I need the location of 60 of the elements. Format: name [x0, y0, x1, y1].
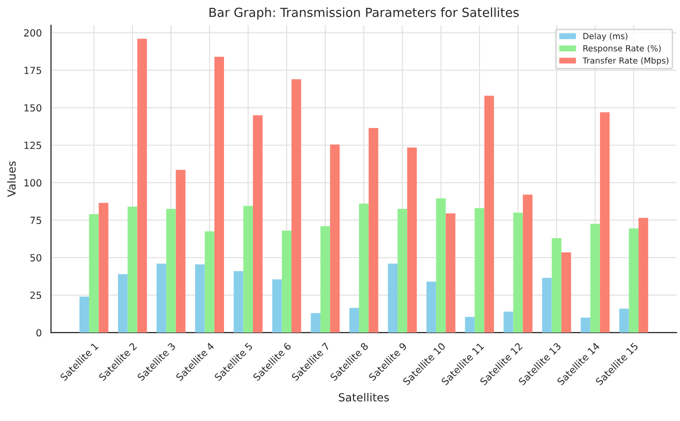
bar [118, 274, 128, 333]
legend-label: Transfer Rate (Mbps) [582, 57, 668, 66]
bar [234, 271, 244, 333]
bar [513, 212, 523, 333]
bar [600, 112, 610, 333]
bar [195, 264, 205, 333]
y-tick-label: 75 [30, 216, 42, 224]
legend-label: Delay (ms) [583, 32, 628, 41]
bar [580, 318, 590, 333]
bar [619, 308, 629, 333]
y-axis-title: Values [7, 161, 16, 197]
bar [388, 264, 398, 333]
bar [89, 214, 99, 333]
bar [552, 238, 562, 333]
bar [407, 147, 417, 333]
y-tick-label: 50 [30, 254, 42, 262]
y-tick-label: 100 [24, 179, 42, 187]
bar [282, 230, 292, 333]
bar [590, 224, 600, 333]
bar [166, 208, 176, 333]
bar [330, 144, 340, 333]
bar [638, 218, 648, 333]
bar [522, 194, 532, 333]
bar [368, 128, 378, 333]
y-tick-label: 125 [24, 142, 42, 150]
bar [214, 56, 224, 333]
y-tick-label: 0 [36, 329, 42, 336]
bar [561, 252, 572, 333]
bar [628, 228, 639, 333]
bar [79, 296, 90, 333]
bar [484, 96, 494, 333]
chart-title: Bar Graph: Transmission Parameters for Satellites [210, 7, 519, 20]
bar [98, 202, 108, 333]
legend-label: Response Rate (%) [583, 45, 661, 54]
bar [204, 231, 214, 333]
bar [272, 279, 282, 333]
y-tick-label: 200 [24, 29, 42, 37]
bar [292, 79, 302, 333]
y-tick-label: 150 [24, 104, 42, 112]
y-tick-label: 25 [30, 292, 42, 299]
bar [310, 313, 320, 333]
bar [426, 282, 436, 333]
bar [128, 206, 138, 333]
bar [358, 204, 369, 333]
bar [176, 170, 186, 333]
bar [542, 278, 552, 333]
x-axis-title: Satellites [338, 392, 389, 402]
bar [156, 264, 166, 333]
bar [436, 198, 446, 333]
bar [252, 115, 263, 333]
bar [504, 312, 514, 333]
bar [137, 38, 147, 333]
bar [474, 208, 484, 333]
bar [398, 208, 408, 333]
bar [349, 308, 359, 333]
bar [446, 213, 456, 333]
bar [320, 226, 330, 333]
bar [465, 316, 475, 333]
bar [243, 206, 253, 333]
y-tick-label: 175 [24, 66, 42, 74]
